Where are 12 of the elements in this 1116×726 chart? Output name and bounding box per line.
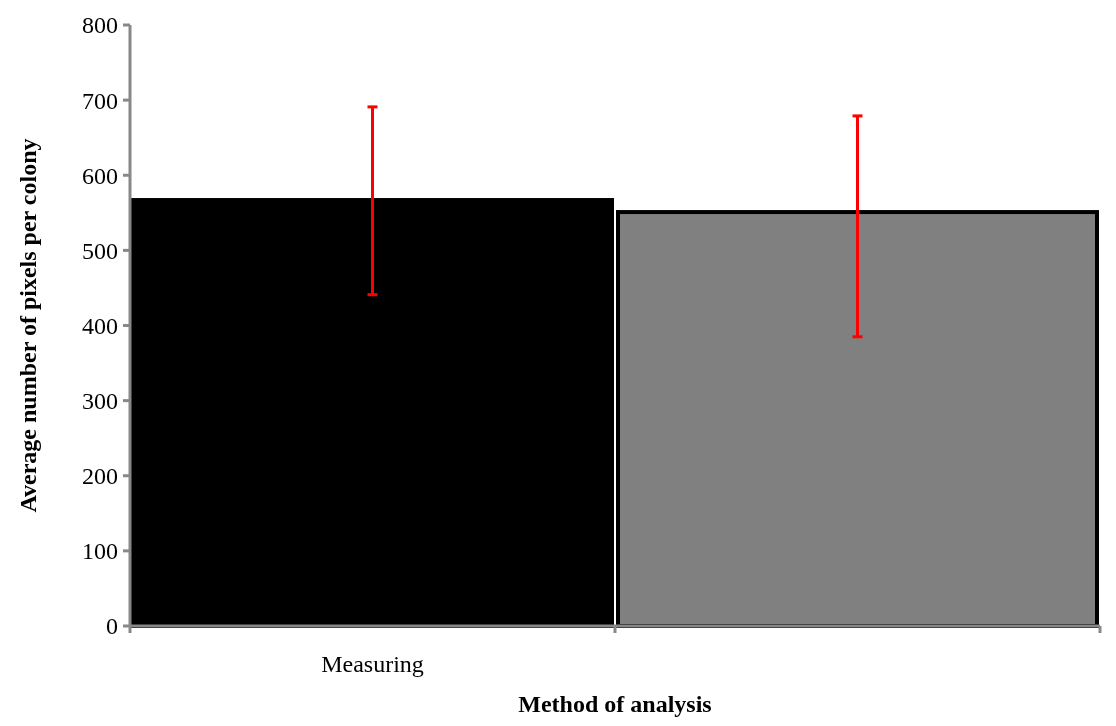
y-tick-label: 600 bbox=[82, 162, 118, 189]
y-tick-label: 400 bbox=[82, 312, 118, 339]
y-tick-label: 800 bbox=[82, 12, 118, 39]
y-tick-label: 200 bbox=[82, 463, 118, 490]
x-axis-title: Method of analysis bbox=[518, 691, 712, 717]
y-tick-label: 300 bbox=[82, 388, 118, 415]
y-axis-title: Average number of pixels per colony bbox=[15, 138, 41, 513]
y-tick-label: 700 bbox=[82, 87, 118, 114]
y-tick-label: 500 bbox=[82, 237, 118, 264]
x-tick-label: Measuring bbox=[321, 651, 424, 677]
y-tick-label: 100 bbox=[82, 538, 118, 565]
y-tick-label: 0 bbox=[106, 613, 118, 640]
